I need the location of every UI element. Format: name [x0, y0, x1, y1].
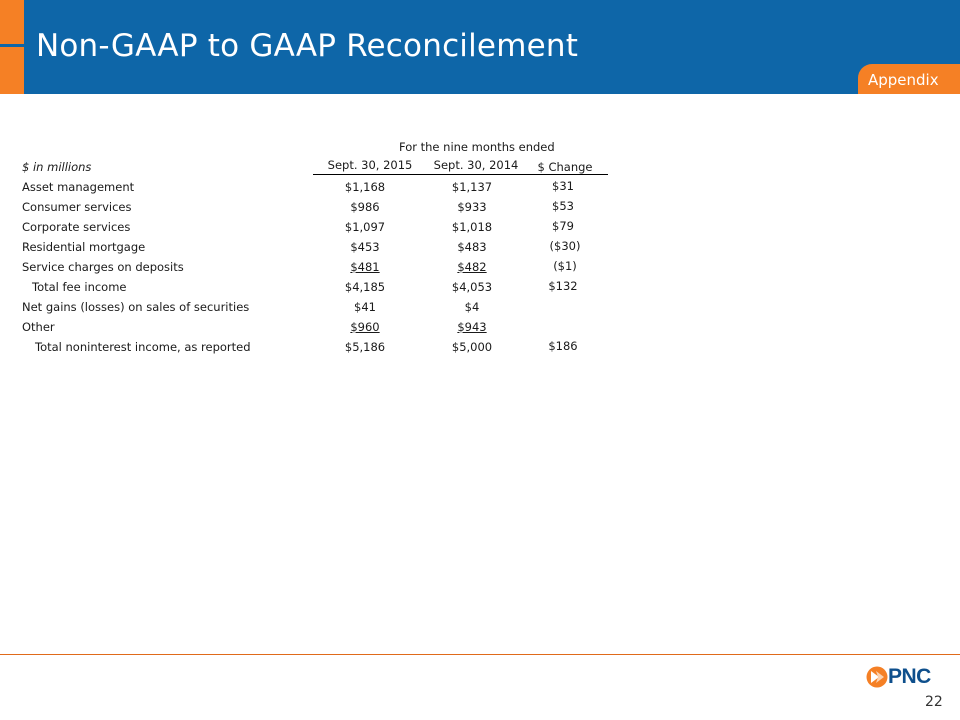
row-change: $53 — [552, 199, 574, 213]
row-value-2015: $4,185 — [344, 280, 386, 294]
row-label: Service charges on deposits — [22, 260, 184, 274]
column-header-2015: Sept. 30, 2015 — [327, 158, 413, 172]
row-value-2015-text: $960 — [350, 320, 380, 334]
row-label: Total fee income — [32, 280, 127, 294]
row-value-2015: $986 — [350, 200, 380, 214]
column-header-change: $ Change — [537, 160, 593, 174]
row-value-2014: $1,137 — [451, 180, 493, 194]
orange-accent-bar — [0, 0, 24, 94]
row-label: Corporate services — [22, 220, 131, 234]
row-value-2014: $4 — [464, 300, 480, 314]
row-value-2014: $943 — [427, 320, 517, 334]
appendix-tab: Appendix — [858, 64, 960, 94]
reconcilement-table: For the nine months ended $ in millions … — [22, 140, 608, 354]
row-value-2014: $4,053 — [451, 280, 493, 294]
row-change: ($1) — [553, 259, 577, 273]
row-value-2015: $453 — [350, 240, 380, 254]
row-change: $186 — [548, 339, 578, 353]
title-banner: Non-GAAP to GAAP Reconcilement Appendix — [0, 0, 960, 94]
row-label: Asset management — [22, 180, 135, 194]
row-value-2014-text: $943 — [457, 320, 487, 334]
row-change: $132 — [548, 279, 578, 293]
logo-wordmark: PNC — [888, 665, 931, 688]
row-value-2014: $1,018 — [451, 220, 493, 234]
row-change: ($30) — [549, 239, 581, 253]
row-value-2015: $5,186 — [344, 340, 386, 354]
row-label: Residential mortgage — [22, 240, 146, 254]
row-label: Other — [22, 320, 55, 334]
slide-title: Non-GAAP to GAAP Reconcilement — [36, 28, 579, 64]
row-label: Total noninterest income, as reported — [35, 340, 251, 354]
row-change: $79 — [552, 219, 574, 233]
row-label: Net gains (losses) on sales of securitie… — [22, 300, 250, 314]
row-value-2015: $41 — [354, 300, 376, 314]
appendix-tab-label: Appendix — [868, 71, 939, 89]
footer-rule — [0, 654, 960, 655]
period-header: For the nine months ended — [399, 140, 555, 154]
row-value-2015: $1,168 — [344, 180, 386, 194]
header-rule — [313, 174, 608, 175]
row-value-2014: $5,000 — [451, 340, 493, 354]
row-value-2015-text: $481 — [350, 260, 380, 274]
unit-label: $ in millions — [22, 160, 92, 174]
row-value-2015: $1,097 — [344, 220, 386, 234]
row-label: Consumer services — [22, 200, 132, 214]
row-value-2014: $933 — [457, 200, 487, 214]
column-header-2014: Sept. 30, 2014 — [433, 158, 519, 172]
row-value-2014: $483 — [457, 240, 487, 254]
row-value-2015: $960 — [320, 320, 410, 334]
page-number: 22 — [925, 694, 943, 710]
pnc-logo-icon — [866, 666, 888, 688]
row-value-2015: $481 — [320, 260, 410, 274]
row-value-2014: $482 — [427, 260, 517, 274]
row-value-2014-text: $482 — [457, 260, 487, 274]
row-change: $31 — [552, 179, 574, 193]
pnc-logo: PNC — [866, 664, 931, 690]
